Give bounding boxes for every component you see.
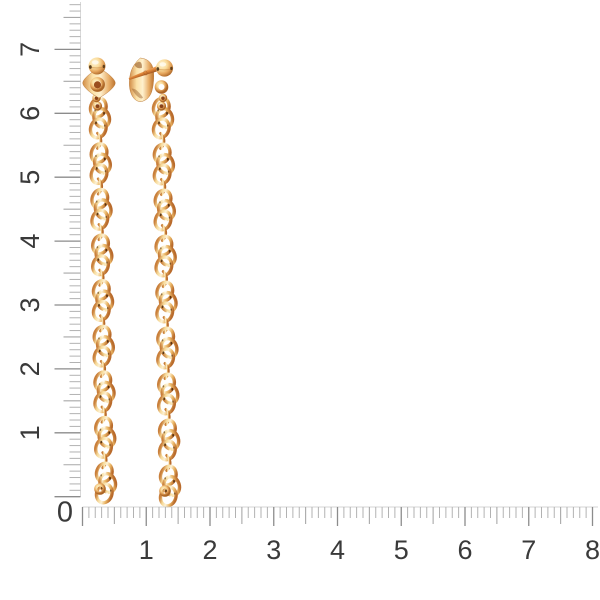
svg-text:3: 3: [266, 535, 281, 565]
svg-text:5: 5: [15, 170, 45, 185]
svg-text:1: 1: [15, 425, 45, 440]
svg-text:5: 5: [394, 535, 409, 565]
svg-text:7: 7: [15, 42, 45, 57]
svg-text:4: 4: [15, 234, 45, 249]
svg-text:2: 2: [202, 535, 217, 565]
svg-text:4: 4: [330, 535, 345, 565]
svg-text:6: 6: [457, 535, 472, 565]
svg-text:6: 6: [15, 106, 45, 121]
svg-text:3: 3: [15, 297, 45, 312]
svg-text:2: 2: [15, 361, 45, 376]
svg-text:0: 0: [57, 497, 73, 529]
svg-text:8: 8: [585, 535, 600, 565]
svg-text:1: 1: [139, 535, 154, 565]
svg-text:7: 7: [521, 535, 536, 565]
